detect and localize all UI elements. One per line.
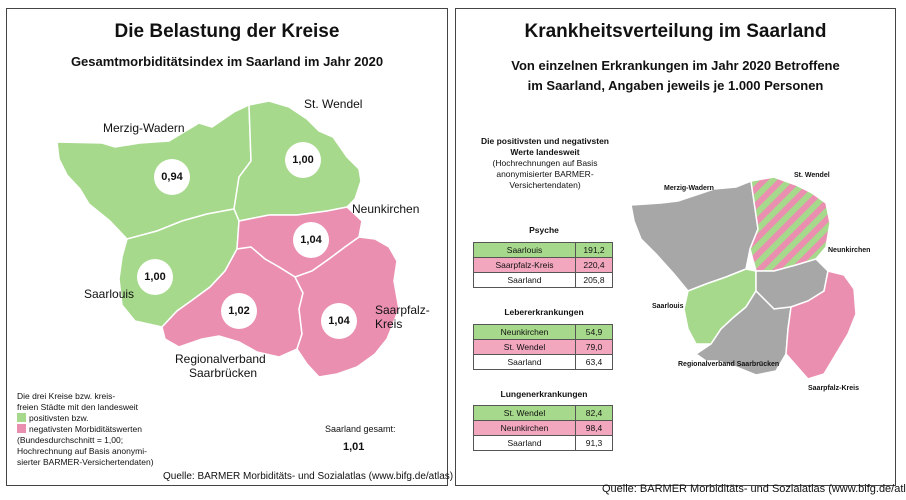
value-badge-st-wendel: 1,00: [285, 142, 321, 178]
map-region-st-wendel: [749, 176, 831, 272]
map-label-saarlouis: Saarlouis: [652, 303, 684, 310]
right-subtitle-line1: Von einzelnen Erkrankungen im Jahr 2020 …: [511, 58, 840, 73]
map-label-saarbruecken: Regionalverband Saarbrücken: [678, 361, 780, 368]
map-region-merzig-wadern: [630, 179, 759, 292]
intro-line: Werte landesweit: [510, 147, 580, 157]
intro-line: anonymisierter BARMER-: [496, 169, 594, 179]
row-value: 205,8: [575, 272, 613, 288]
left-source: Quelle: BARMER Morbiditäts- und Sozialat…: [163, 471, 454, 482]
map-label-st-wendel: St. Wendel: [794, 172, 830, 179]
section-title-lebererkrankungen: Lebererkrankungen: [504, 307, 584, 317]
table-row: Neunkirchen 54,9: [473, 324, 613, 340]
legend-negative-label: negativsten Morbiditätswerten: [29, 424, 142, 434]
legend-line: Hochrechnung auf Basis anonymi-: [17, 446, 147, 456]
right-subtitle-line2: im Saarland, Angaben jeweils je 1.000 Pe…: [527, 78, 824, 93]
legend-line: (Bundesdurchschnitt = 1,00;: [17, 435, 124, 445]
legend: Die drei Kreise bzw. kreis- freien Städt…: [17, 391, 192, 468]
row-name: Saarland: [473, 435, 576, 451]
left-panel: Die Belastung der Kreise Gesamtmorbiditä…: [6, 8, 453, 486]
intro-line: Versichertendaten): [509, 180, 581, 190]
section-title-lungenerkrankungen: Lungenerkrankungen: [500, 389, 588, 399]
table-psyche: Saarlouis 191,2 Saarpfalz-Kreis 220,4 Saar…: [473, 242, 613, 288]
table-lebererkrankungen: Neunkirchen 54,9 St. Wendel 79,0 Saarland 6…: [473, 324, 613, 370]
legend-negative: negativsten Morbiditätswerten: [17, 424, 192, 435]
right-map: [630, 176, 857, 380]
map-label-st-wendel: St. Wendel: [304, 97, 363, 111]
map-label-merzig-wadern: Merzig-Wadern: [664, 185, 714, 192]
table-row: Saarland 205,8: [473, 272, 613, 288]
legend-positive-label: positivsten bzw.: [29, 413, 89, 423]
map-label-neunkirchen: Neunkirchen: [828, 247, 871, 254]
table-row: Saarland 91,3: [473, 435, 613, 451]
intro-text: Die positivsten und negativsten Werte la…: [470, 136, 620, 191]
total-value: 1,01: [343, 441, 365, 453]
section-title-psyche: Psyche: [529, 225, 559, 235]
right-panel: Krankheitsverteilung im Saarland Von ein…: [455, 8, 906, 495]
legend-line: freien Städte mit den landesweit: [17, 402, 138, 412]
right-title: Krankheitsverteilung im Saarland: [524, 21, 827, 42]
legend-positive-swatch: [17, 413, 26, 422]
row-value: 91,3: [575, 435, 613, 451]
left-title: Die Belastung der Kreise: [114, 21, 340, 42]
value-badge-merzig-wadern: 0,94: [154, 159, 190, 195]
value-badge-saarlouis: 1,00: [137, 259, 173, 295]
value-badge-saarpfalz-kreis: 1,04: [321, 303, 357, 339]
map-label-saarpfalz-kreis: Saarpfalz-Kreis: [808, 385, 859, 392]
legend-line: Die drei Kreise bzw. kreis-: [17, 391, 116, 401]
table-row: Saarland 63,4: [473, 354, 613, 370]
map-label-neunkirchen: Neunkirchen: [352, 202, 420, 216]
right-source: Quelle: BARMER Morbiditäts- und Sozialat…: [602, 483, 906, 495]
legend-negative-swatch: [17, 424, 26, 433]
value-badge-regionalverband-saarbruecken: 1,02: [221, 293, 257, 329]
legend-line: sierter BARMER-Versichertendaten): [17, 457, 154, 467]
map-label-saarlouis: Saarlouis: [84, 287, 135, 301]
map-label-saarbruecken-line1: Regionalverband: [175, 352, 266, 366]
table-row: St. Wendel 79,0: [473, 339, 613, 355]
map-label-saarpfalz-line2: Kreis: [375, 317, 403, 331]
table-lungenerkrankungen: St. Wendel 82,4 Neunkirchen 98,4 Saarland 9…: [473, 405, 613, 451]
total-label: Saarland gesamt:: [325, 424, 396, 434]
row-value: 63,4: [575, 354, 613, 370]
table-row: Neunkirchen 98,4: [473, 420, 613, 436]
map-label-saarbruecken-line2: Saarbrücken: [189, 366, 258, 380]
value-badge-neunkirchen: 1,04: [293, 222, 329, 258]
intro-line: Die positivsten und negativsten: [481, 136, 609, 146]
intro-line: (Hochrechnungen auf Basis: [492, 158, 598, 168]
map-label-saarpfalz-line1: Saarpfalz-: [375, 303, 430, 317]
map-region-saarpfalz-kreis: [785, 270, 857, 380]
left-subtitle: Gesamtmorbiditätsindex im Saarland im Ja…: [70, 54, 384, 69]
map-label-merzig-wadern: Merzig-Wadern: [103, 121, 185, 135]
legend-positive: positivsten bzw.: [17, 413, 192, 424]
